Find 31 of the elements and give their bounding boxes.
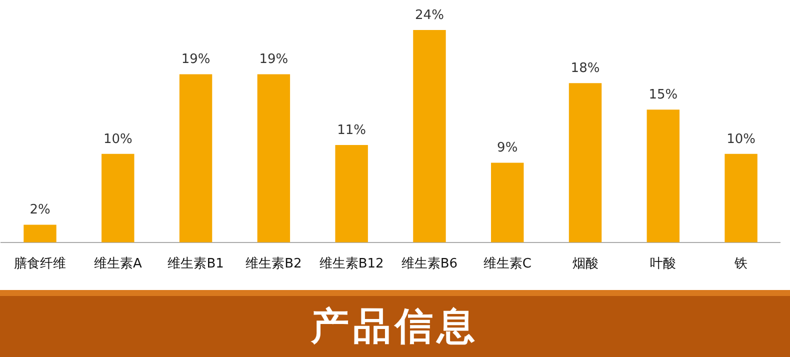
data-label: 9% [497,140,518,156]
data-label: 15% [648,88,678,103]
bar [24,224,56,242]
bar [568,83,602,242]
data-label: 19% [259,52,288,68]
x-tick-label: 烟酸 [572,256,598,272]
data-label: 24% [415,8,444,23]
data-label: 10% [103,132,132,147]
text: 产品信息 [311,303,479,350]
bar [102,154,134,242]
bar [179,74,212,242]
bar [646,110,680,242]
data-label: 2% [30,202,50,218]
data-label: 11% [337,122,366,138]
bar [413,30,446,242]
x-tick-label: 维生素B2 [246,256,302,272]
data-label: 18% [570,60,600,76]
x-tick-label: 铁 [734,256,748,272]
bar [257,74,290,242]
data-label: 10% [726,132,756,147]
x-tick-label: 维生素A [94,256,142,272]
x-tick-label: 叶酸 [650,256,676,272]
bar [724,154,758,242]
x-tick-label: 维生素B6 [401,256,458,272]
x-tick-label: 维生素C [483,256,532,272]
x-tick-label: 维生素B12 [319,256,384,272]
bar [491,162,524,242]
x-tick-label: 膳食纤维 [14,256,66,272]
x-tick-label: 维生素B1 [168,256,224,272]
bar [335,145,368,242]
data-label: 19% [181,52,210,68]
